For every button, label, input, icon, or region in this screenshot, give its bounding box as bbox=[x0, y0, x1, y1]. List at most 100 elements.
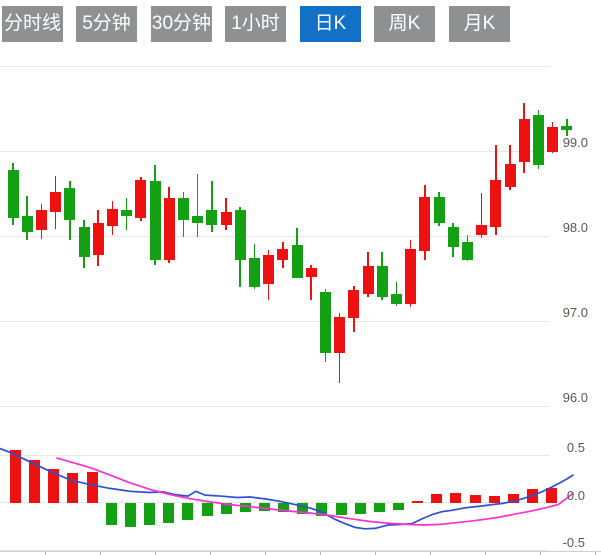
macd-bar-positive bbox=[431, 494, 443, 503]
macd-bar-positive bbox=[488, 496, 500, 503]
macd-bar-positive bbox=[10, 450, 21, 503]
macd-bar-negative bbox=[201, 502, 213, 516]
macd-bar-positive bbox=[450, 493, 462, 503]
y-axis-label: 99.0 bbox=[562, 134, 588, 150]
candle-up bbox=[163, 198, 175, 260]
gridline bbox=[0, 454, 550, 456]
tab-5min[interactable]: 5分钟 bbox=[76, 6, 137, 42]
x-axis-tick bbox=[155, 552, 156, 555]
macd-bar-positive bbox=[86, 472, 98, 503]
gridline bbox=[0, 502, 550, 504]
y-axis-label: 0.5 bbox=[566, 440, 585, 456]
macd-bar-negative bbox=[163, 502, 175, 523]
candle-up bbox=[362, 266, 374, 294]
macd-bar-negative bbox=[220, 502, 232, 515]
macd-bar-negative bbox=[105, 502, 117, 526]
tab-weekly-k[interactable]: 周K bbox=[374, 6, 435, 42]
candle-wick bbox=[196, 173, 199, 237]
candle-wick bbox=[480, 193, 483, 239]
tab-monthly-k[interactable]: 月K bbox=[449, 6, 510, 42]
candle-down bbox=[234, 210, 246, 260]
x-axis-tick bbox=[430, 552, 431, 555]
candle-down bbox=[319, 291, 331, 354]
macd-bar-positive bbox=[48, 469, 60, 503]
x-axis-tick bbox=[210, 552, 211, 555]
macd-bar-negative bbox=[239, 502, 251, 513]
candle-down bbox=[447, 226, 459, 247]
y-axis-label: 98.0 bbox=[562, 219, 588, 235]
x-axis-tick bbox=[595, 552, 596, 555]
tab-daily-k[interactable]: 日K bbox=[300, 6, 361, 42]
candle-up bbox=[334, 316, 346, 354]
y-axis-label: 96.0 bbox=[562, 389, 588, 405]
candle-up bbox=[490, 179, 502, 227]
macd-bar-negative bbox=[354, 502, 366, 515]
candle-up bbox=[106, 208, 118, 227]
candle-down bbox=[149, 181, 161, 260]
x-axis-tick bbox=[540, 552, 541, 555]
candle-down bbox=[461, 241, 473, 260]
candle-up bbox=[220, 212, 232, 225]
macd-bar-negative bbox=[278, 502, 290, 513]
tab-30min[interactable]: 30分钟 bbox=[151, 6, 212, 42]
candle-up bbox=[35, 210, 47, 230]
candle-down bbox=[561, 126, 573, 130]
macd-bar-negative bbox=[182, 502, 194, 520]
macd-bar-positive bbox=[412, 501, 424, 503]
candle-down bbox=[532, 115, 544, 166]
candle-down bbox=[390, 293, 402, 304]
candle-down bbox=[248, 257, 260, 287]
candle-up bbox=[305, 268, 317, 277]
tab-1hour[interactable]: 1小时 bbox=[225, 6, 286, 42]
candle-down bbox=[206, 210, 218, 225]
x-axis-tick bbox=[45, 552, 46, 555]
candle-up bbox=[92, 223, 104, 256]
x-axis-tick bbox=[485, 552, 486, 555]
candle-down bbox=[291, 245, 303, 279]
macd-bar-positive bbox=[67, 473, 79, 503]
candle-up bbox=[476, 224, 488, 235]
candle-up bbox=[135, 179, 147, 218]
macd-bar-negative bbox=[373, 502, 385, 513]
candle-up bbox=[405, 248, 417, 304]
macd-bar-positive bbox=[29, 459, 41, 503]
candle-up bbox=[518, 118, 530, 162]
candle-down bbox=[78, 227, 90, 258]
candle-up bbox=[348, 290, 360, 319]
candle-down bbox=[64, 188, 76, 220]
macd-bar-negative bbox=[316, 502, 328, 516]
candle-up bbox=[277, 248, 289, 260]
x-axis-line bbox=[0, 551, 601, 552]
y-axis-label: -0.5 bbox=[562, 535, 585, 551]
candle-down bbox=[7, 170, 19, 218]
y-axis-label: 0.0 bbox=[566, 487, 585, 503]
candle-down bbox=[433, 196, 445, 224]
macd-bar-negative bbox=[124, 502, 136, 528]
x-axis-tick bbox=[320, 552, 321, 555]
candle-wick bbox=[310, 264, 312, 300]
gridline bbox=[0, 236, 550, 238]
candle-wick bbox=[211, 181, 213, 233]
gridline bbox=[0, 549, 550, 551]
macd-bar-negative bbox=[297, 502, 309, 515]
candle-down bbox=[376, 266, 388, 298]
gridline bbox=[0, 151, 550, 153]
macd-bar-negative bbox=[258, 502, 270, 512]
gridline bbox=[0, 66, 550, 68]
macd-bar-negative bbox=[335, 502, 347, 516]
candle-down bbox=[177, 198, 189, 220]
candle-up bbox=[50, 191, 62, 213]
x-axis-tick bbox=[100, 552, 101, 555]
x-axis-tick bbox=[265, 552, 266, 555]
tab-timeshare[interactable]: 分时线 bbox=[2, 6, 63, 42]
macd-bar-negative bbox=[393, 502, 404, 511]
gridline bbox=[0, 321, 550, 323]
candle-down bbox=[121, 210, 133, 217]
macd-bar-negative bbox=[144, 502, 156, 526]
candle-down bbox=[192, 216, 204, 224]
candle-up bbox=[504, 163, 516, 187]
gridline bbox=[0, 406, 550, 408]
candle-down bbox=[21, 216, 33, 232]
x-axis-tick bbox=[375, 552, 376, 555]
